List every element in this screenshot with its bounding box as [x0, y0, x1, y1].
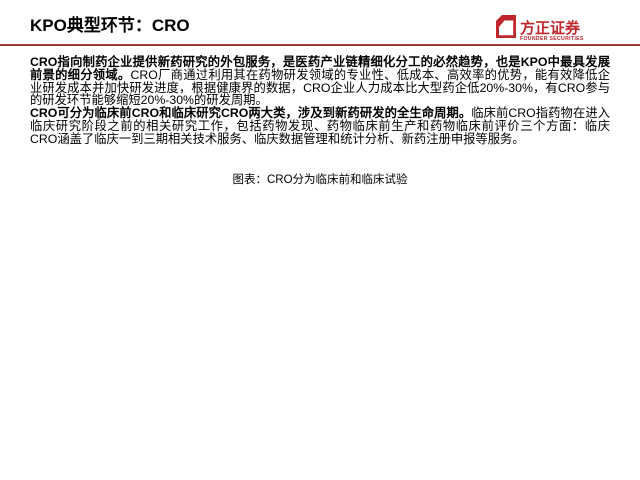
svg-text:方正证券: 方正证券: [520, 19, 581, 37]
svg-text:FOUNDER SECURITIES: FOUNDER SECURITIES: [520, 36, 584, 42]
